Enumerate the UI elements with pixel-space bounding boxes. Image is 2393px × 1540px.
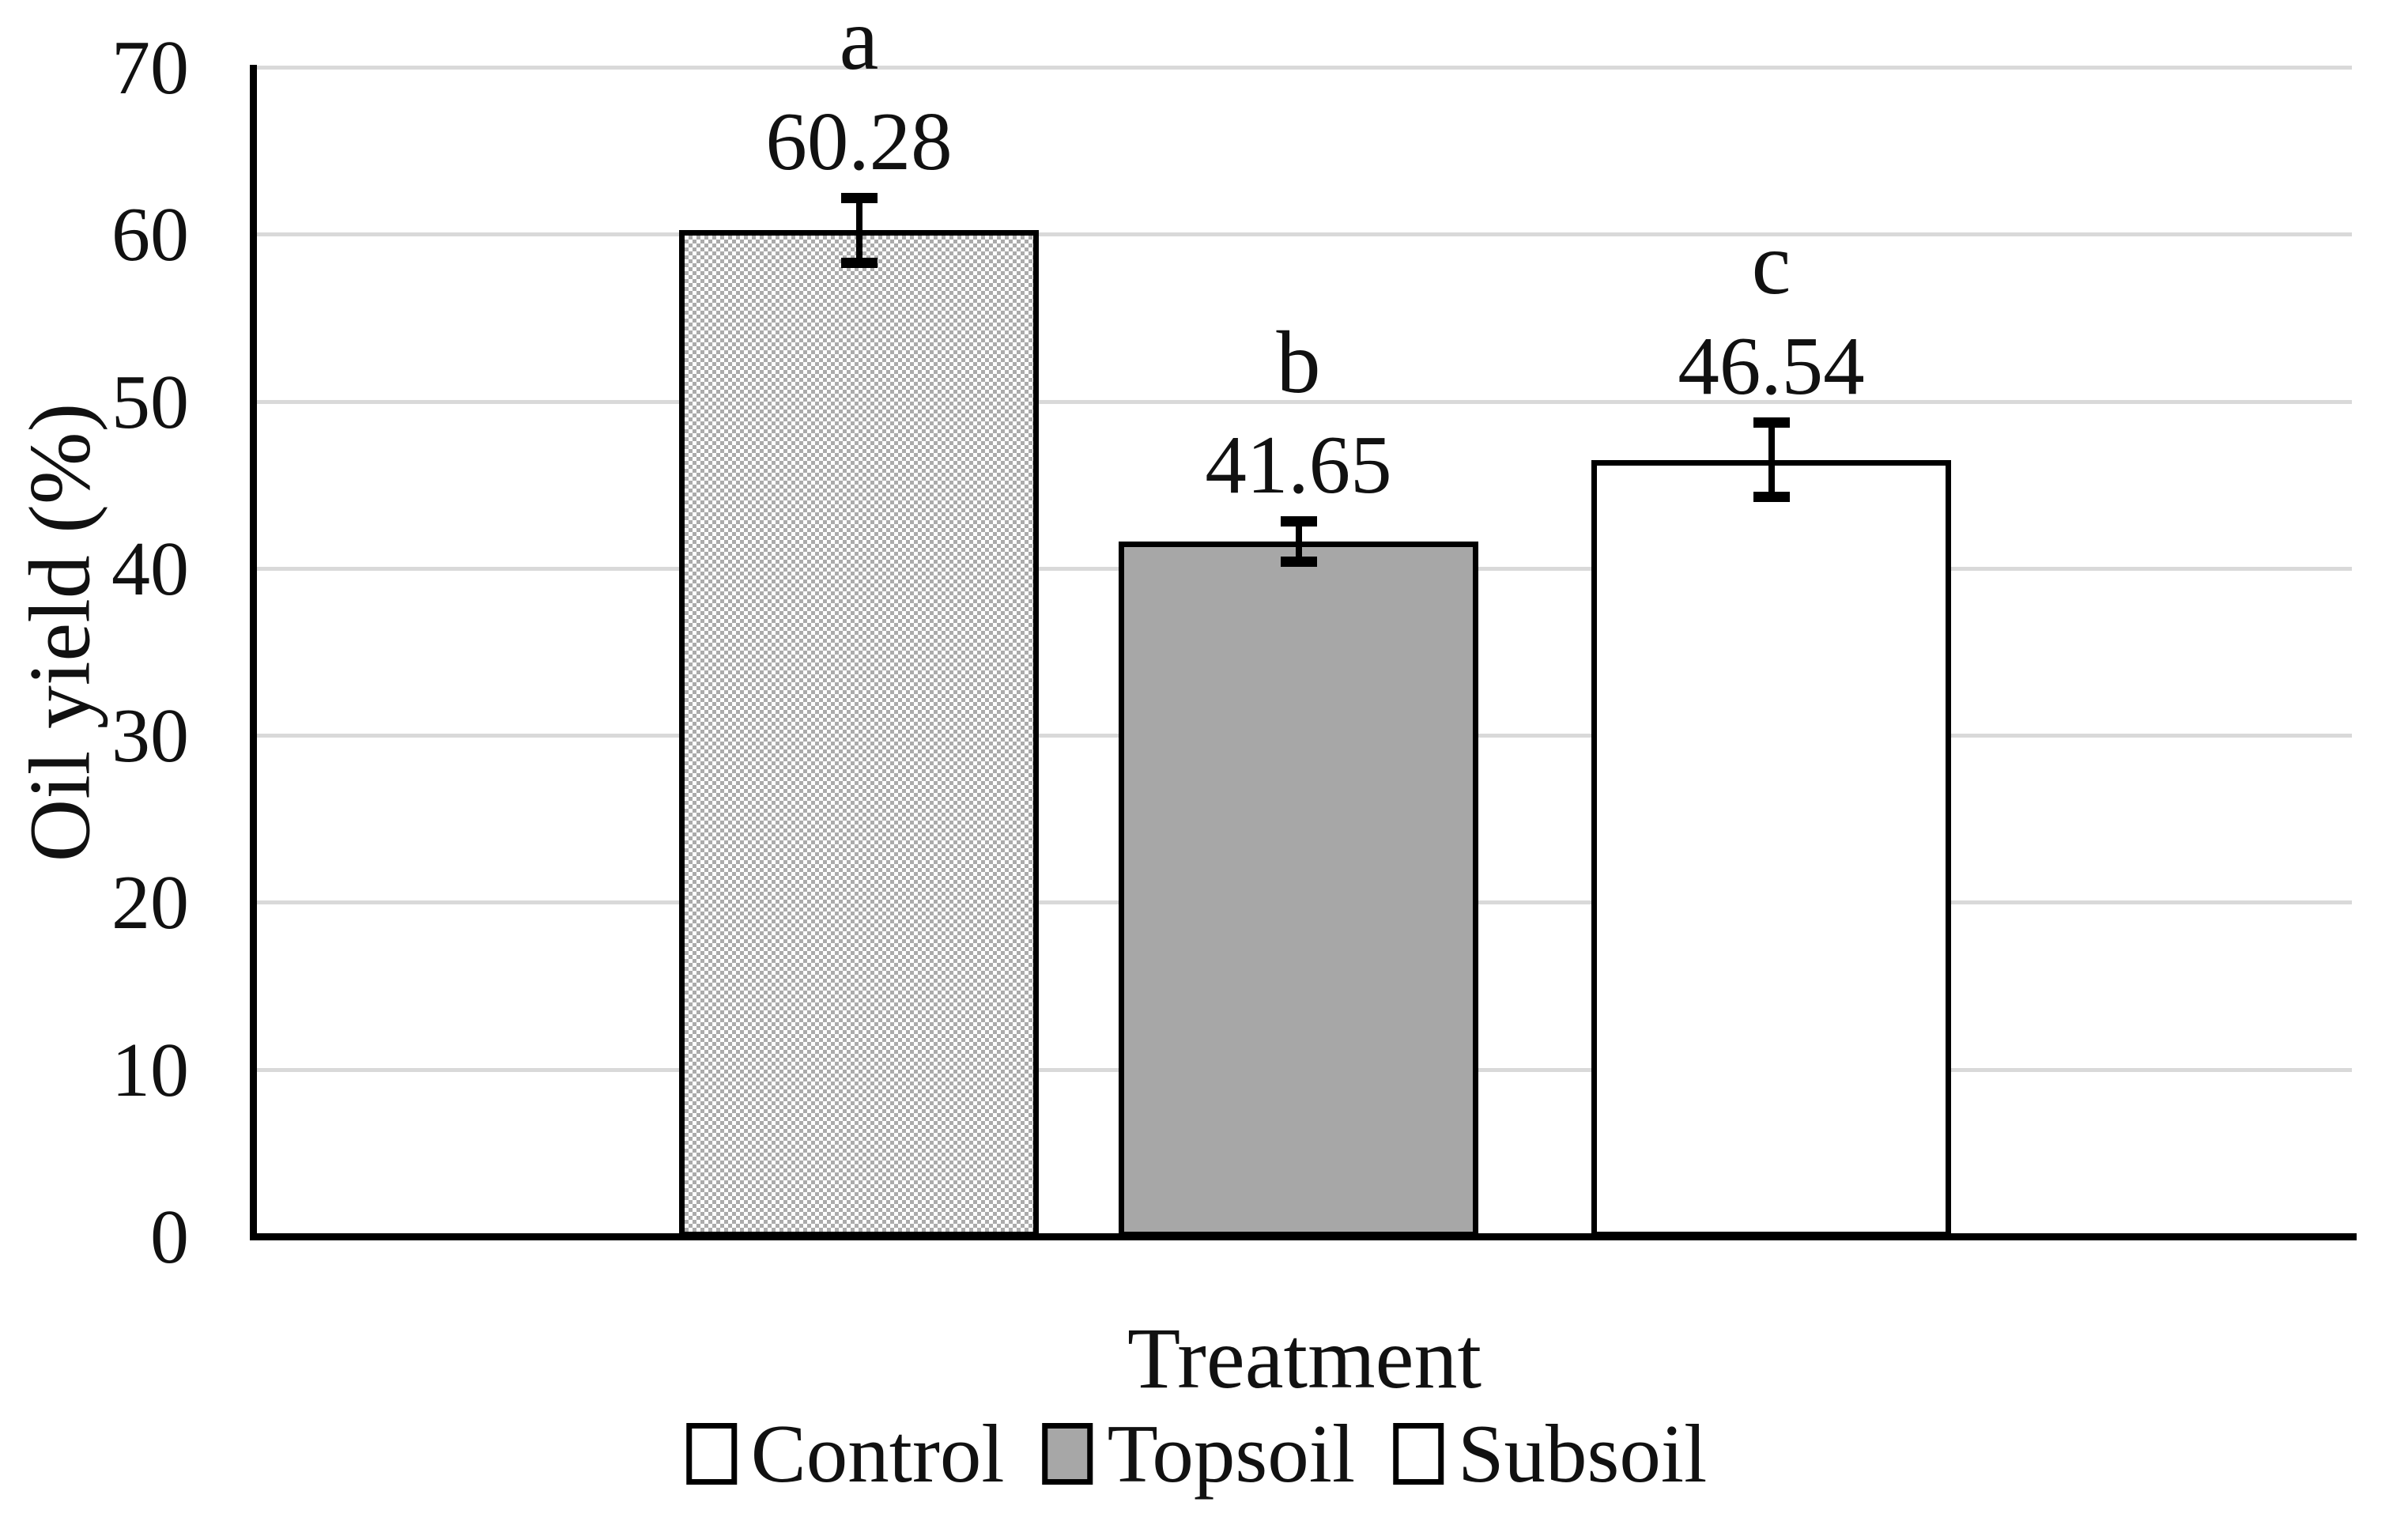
error-bar-topsoil: [1295, 521, 1302, 562]
error-bar-cap-top: [1753, 417, 1790, 428]
y-tick-label: 40: [111, 526, 189, 612]
bar-control: [679, 230, 1039, 1237]
error-bar-cap-top: [840, 193, 878, 204]
legend-swatch-subsoil: [1393, 1422, 1444, 1485]
legend-item-topsoil: Topsoil: [1042, 1407, 1356, 1500]
legend-swatch-topsoil: [1042, 1422, 1093, 1485]
error-bar-control: [855, 198, 862, 262]
y-axis-line: [250, 65, 257, 1240]
gridline: [257, 232, 2352, 237]
legend-label: Topsoil: [1107, 1407, 1356, 1500]
error-bar-cap-bottom: [840, 257, 878, 268]
y-tick-label: 30: [111, 693, 189, 779]
value-label-topsoil: 41.65: [1205, 417, 1392, 511]
y-tick-label: 0: [150, 1195, 189, 1280]
legend-label: Control: [750, 1407, 1005, 1500]
legend-item-control: Control: [685, 1407, 1005, 1500]
significance-letter-topsoil: b: [1276, 313, 1321, 412]
legend: Control Topsoil Subsoil: [685, 1407, 1707, 1500]
y-tick-label: 10: [111, 1027, 189, 1113]
bar-topsoil: [1119, 542, 1478, 1237]
significance-letter-control: a: [839, 0, 879, 89]
legend-swatch-control: [685, 1422, 737, 1485]
legend-item-subsoil: Subsoil: [1393, 1412, 1707, 1495]
significance-letter-subsoil: c: [1751, 215, 1791, 314]
value-label-control: 60.28: [765, 95, 953, 188]
error-bar-subsoil: [1768, 423, 1775, 497]
y-axis-title: Oil yield (%): [11, 402, 108, 862]
plot-area: 0 10 20 30 40 50 60 70 60.28 a 41.65 b 46.54 c: [111, 0, 2357, 1276]
legend-label: Subsoil: [1458, 1407, 1708, 1500]
y-tick-label: 70: [111, 25, 189, 111]
y-tick-label: 50: [111, 359, 189, 445]
bar-subsoil: [1591, 459, 1951, 1237]
error-bar-cap-top: [1280, 515, 1317, 527]
error-bar-cap-bottom: [1753, 492, 1790, 503]
error-bar-cap-bottom: [1280, 557, 1317, 568]
y-tick-label: 20: [111, 860, 189, 946]
value-label-subsoil: 46.54: [1678, 319, 1865, 413]
gridline: [257, 399, 2352, 404]
gridline: [257, 66, 2352, 70]
y-tick-label: 60: [111, 192, 189, 278]
x-axis-title: Treatment: [1127, 1310, 1482, 1406]
